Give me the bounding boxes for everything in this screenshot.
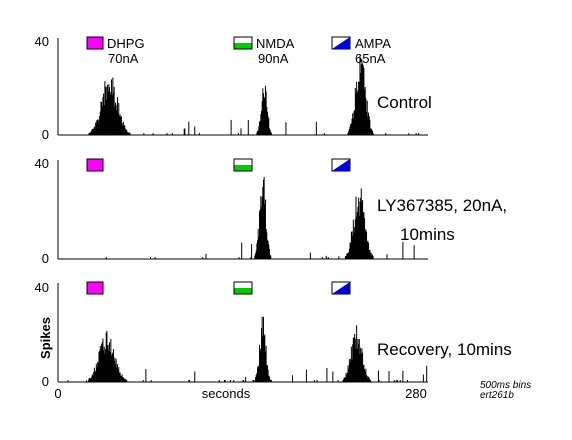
y-max-label: 40 <box>35 34 49 49</box>
dhpg-label: DHPG <box>107 36 145 51</box>
condition-label-line-1: LY367385, 20nA, <box>377 196 507 215</box>
y-max-label: 40 <box>35 156 49 171</box>
condition-label-line-2: 10mins <box>400 225 455 244</box>
nmda-label: NMDA <box>256 36 295 51</box>
histogram-bars <box>67 316 428 382</box>
panel-control: 40 0 DHPG 70nA NMDA 90nA AMPA 65nA Contr… <box>35 34 432 142</box>
dhpg-application-marker <box>86 158 104 172</box>
bin-size-note: 500ms bins <box>480 380 531 391</box>
dhpg-application-marker <box>86 281 104 295</box>
panel-recovery: 40 0 Recovery, 10mins Spikes 0 seconds 2… <box>35 280 512 401</box>
file-id: ert261b <box>480 390 514 401</box>
ampa-application-marker <box>331 281 351 295</box>
histogram-bars <box>105 177 415 259</box>
ampa-application-marker <box>331 158 351 172</box>
panel-ly367385: 40 0 LY367385, 20nA, 10mins <box>35 156 508 266</box>
y-min-label: 0 <box>42 251 49 266</box>
ampa-application-marker <box>331 36 351 50</box>
y-axis-label: Spikes <box>38 317 53 359</box>
condition-label: Control <box>377 93 432 112</box>
dhpg-current: 70nA <box>108 51 139 66</box>
x-tick-label-end: 280 <box>405 386 427 401</box>
nmda-application-marker <box>233 281 253 295</box>
y-max-label: 40 <box>35 280 49 295</box>
ampa-current: 65nA <box>355 51 386 66</box>
nmda-application-marker <box>233 36 253 50</box>
ampa-label: AMPA <box>355 36 391 51</box>
x-tick-label-start: 0 <box>54 386 61 401</box>
x-axis-label: seconds <box>202 386 251 401</box>
condition-label: Recovery, 10mins <box>377 340 512 359</box>
histogram-bars <box>88 55 420 135</box>
dhpg-application-marker <box>86 36 104 50</box>
y-min-label: 0 <box>42 127 49 142</box>
nmda-current: 90nA <box>258 51 289 66</box>
nmda-application-marker <box>233 158 253 172</box>
y-min-label: 0 <box>42 374 49 389</box>
